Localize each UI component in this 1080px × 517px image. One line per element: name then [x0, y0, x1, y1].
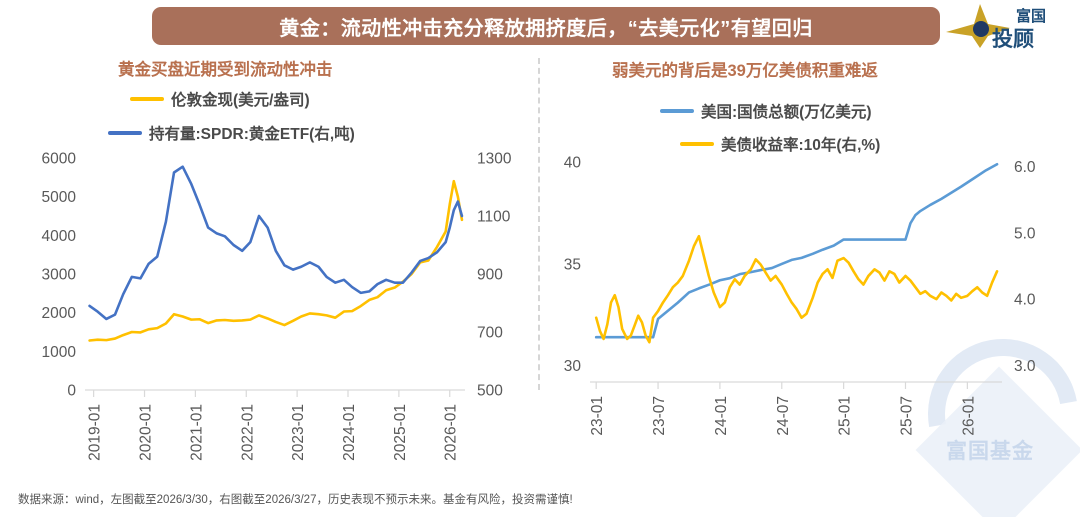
- right-axis-tick-label: 6.0: [1014, 159, 1036, 176]
- left-legend-item-gold: 伦敦金现(美元/盎司): [130, 88, 310, 110]
- x-axis-tick-label: 2023-01: [290, 404, 307, 461]
- right-legend-item-yield: 美债收益率:10年(右,%): [680, 133, 880, 155]
- left-chart-plot: 0 1000 2000 3000 4000 5000 6000 500 700 900 1100 13…: [42, 151, 512, 461]
- brand-logo: 富国 投顾: [940, 2, 1072, 52]
- left-axis-tick-label: 5000: [42, 189, 77, 206]
- series-line-primary: [88, 179, 464, 342]
- x-axis-tick-label: 2022-01: [239, 404, 256, 461]
- series-line-primary: [594, 162, 999, 339]
- footnote: 数据来源：wind，左图截至2026/3/30，右图截至2026/3/27，历史…: [18, 494, 573, 506]
- x-axis-tick-label: 2024-01: [341, 404, 358, 461]
- logo-dot: [973, 21, 989, 37]
- legend-swatch-gold: [130, 97, 164, 101]
- left-axis-tick-label: 35: [564, 256, 581, 273]
- legend-label-gold: 伦敦金现(美元/盎司): [171, 92, 310, 109]
- series-line-secondary: [88, 165, 464, 321]
- left-axis-tick-label: 6000: [42, 151, 77, 168]
- page-title: 黄金：流动性冲击充分释放拥挤度后，“去美元化”有望回归: [279, 17, 813, 40]
- right-legend-item-debt: 美国:国债总额(万亿美元): [660, 100, 872, 122]
- left-axis-tick-label: 4000: [42, 228, 77, 245]
- x-axis-tick-label: 2026-01: [443, 404, 460, 461]
- x-axis-tick-label: 23-01: [589, 396, 606, 436]
- right-axis-tick-label: 1300: [477, 151, 512, 168]
- slide-title-bar: 黄金：流动性冲击充分释放拥挤度后，“去美元化”有望回归: [152, 7, 940, 45]
- x-axis-tick-label: 2025-01: [392, 404, 409, 461]
- x-axis-tick-label: 2020-01: [138, 404, 155, 461]
- legend-label-spdr: 持有量:SPDR:黄金ETF(右,吨): [149, 126, 355, 143]
- left-axis-tick-label: 40: [564, 155, 582, 172]
- legend-label-debt: 美国:国债总额(万亿美元): [701, 104, 872, 121]
- series-line-secondary: [594, 234, 999, 344]
- right-axis-tick-label: 5.0: [1014, 225, 1036, 242]
- x-axis-tick-label: 24-07: [775, 396, 792, 436]
- logo-text-bottom: 投顾: [992, 27, 1034, 51]
- logo-text-top: 富国: [1016, 7, 1046, 25]
- right-axis-tick-label: 1100: [477, 209, 511, 226]
- x-axis-tick-label: 24-01: [713, 396, 730, 436]
- legend-label-yield: 美债收益率:10年(右,%): [721, 137, 881, 154]
- left-legend-item-spdr: 持有量:SPDR:黄金ETF(右,吨): [108, 122, 355, 144]
- left-axis-tick-label: 1000: [42, 344, 77, 361]
- panel-divider: [538, 58, 540, 390]
- logo-graphic: 富国 投顾: [946, 4, 1046, 51]
- left-axis-tick-label: 3000: [42, 267, 77, 284]
- left-axis-tick-label: 0: [67, 383, 76, 400]
- left-axis-tick-label: 2000: [42, 305, 77, 322]
- right-axis-tick-label: 3.0: [1014, 358, 1036, 375]
- right-chart-title: 弱美元的背后是39万亿美债积重难返: [612, 62, 878, 80]
- legend-swatch-debt: [660, 109, 694, 113]
- legend-swatch-yield: [680, 142, 714, 146]
- left-chart-title: 黄金买盘近期受到流动性冲击: [118, 61, 333, 79]
- right-axis-tick-label: 900: [477, 267, 503, 284]
- right-axis-tick-label: 700: [477, 325, 503, 342]
- x-axis-tick-label: 2021-01: [188, 404, 205, 461]
- x-axis-tick-label: 2019-01: [87, 404, 104, 461]
- x-axis-tick-label: 23-07: [651, 396, 668, 436]
- right-chart-plot: 30 35 40 3.0 4.0 5.0 6.0 23-01 23-07 24-01 24-07 25…: [564, 155, 1036, 436]
- right-axis-tick-label: 4.0: [1014, 292, 1036, 309]
- x-axis-tick-label: 25-07: [898, 396, 915, 436]
- x-axis-tick-label: 26-01: [960, 396, 977, 436]
- left-axis-tick-label: 30: [564, 358, 582, 375]
- legend-swatch-spdr: [108, 131, 142, 135]
- x-axis-tick-label: 25-01: [837, 396, 854, 436]
- right-axis-tick-label: 500: [477, 383, 503, 400]
